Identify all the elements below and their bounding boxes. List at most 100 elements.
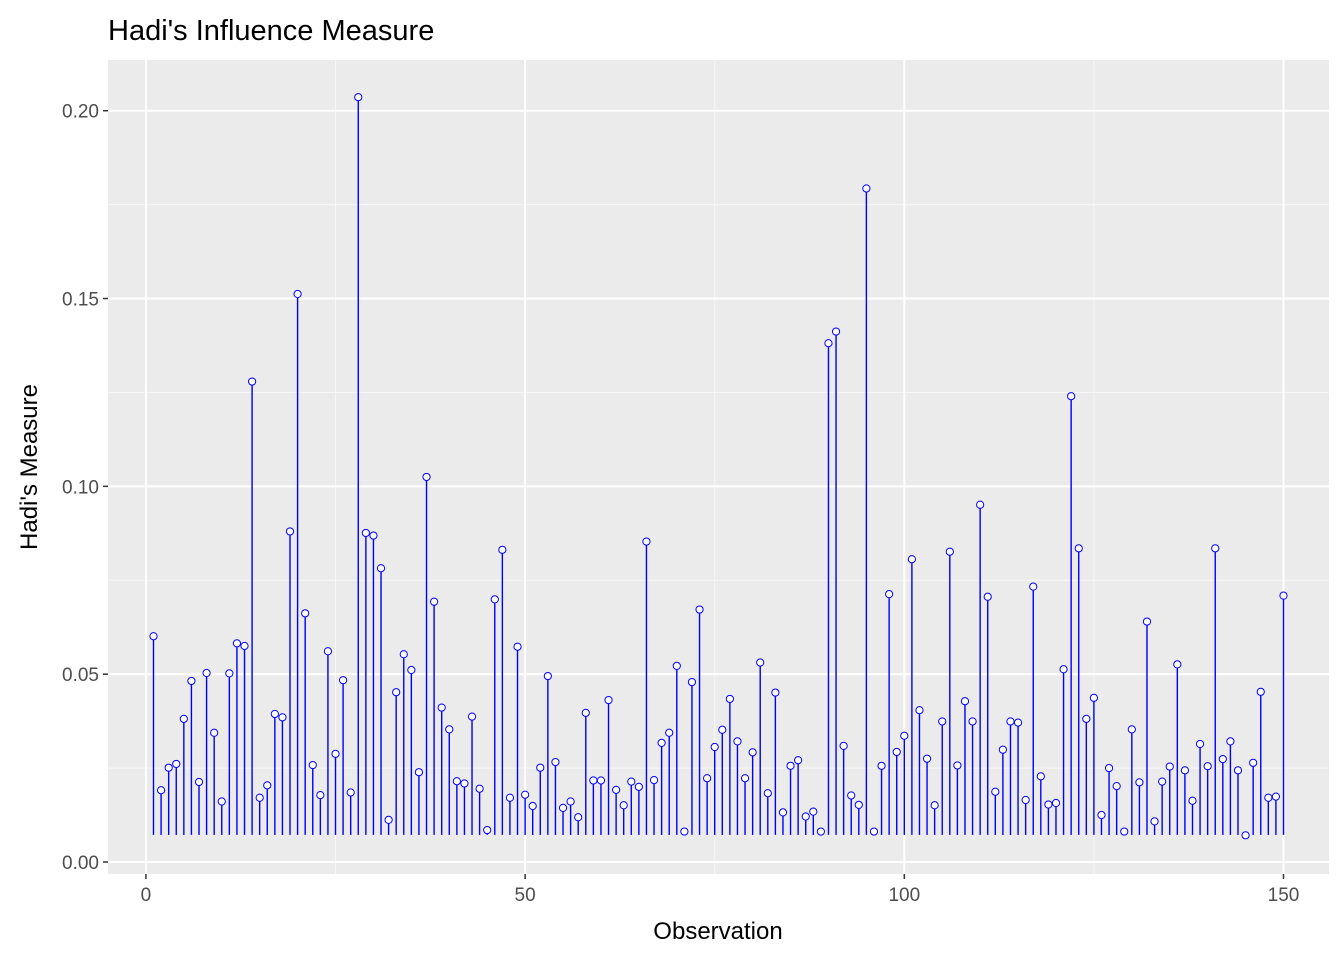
data-point: [665, 728, 674, 737]
data-point: [900, 731, 909, 740]
data-point: [680, 827, 689, 836]
data-point: [794, 756, 803, 765]
data-point: [164, 763, 173, 772]
data-point: [1067, 392, 1076, 401]
data-point: [604, 695, 613, 705]
data-point: [1158, 777, 1167, 786]
data-point: [1165, 762, 1174, 771]
data-point: [756, 658, 765, 667]
data-point: [649, 775, 659, 785]
data-point: [293, 289, 302, 299]
data-point: [149, 632, 158, 641]
data-point: [801, 812, 810, 821]
data-point: [558, 803, 568, 812]
data-point: [589, 776, 598, 785]
y-tick-label: 0.10: [62, 477, 99, 498]
data-point: [574, 813, 583, 822]
data-point: [369, 531, 378, 540]
data-point: [612, 785, 621, 794]
data-point: [733, 737, 742, 746]
data-point: [885, 590, 894, 599]
data-point: [892, 747, 901, 757]
data-point: [528, 801, 537, 811]
data-point: [521, 790, 530, 799]
y-tick-label: 0.05: [62, 665, 99, 686]
data-point: [566, 797, 575, 806]
data-point: [786, 761, 795, 770]
data-point: [1097, 810, 1106, 820]
data-point: [907, 555, 916, 564]
data-point: [854, 800, 863, 809]
data-point: [983, 592, 992, 601]
data-point: [1203, 762, 1212, 771]
data-point: [1256, 687, 1265, 696]
data-point: [414, 768, 424, 777]
data-point: [490, 595, 499, 604]
data-point: [642, 537, 651, 546]
data-point: [194, 777, 204, 787]
y-tick-label: 0.20: [62, 102, 99, 123]
data-point: [1150, 817, 1159, 826]
data-point: [301, 609, 310, 618]
data-point: [1142, 617, 1152, 626]
data-point: [816, 827, 825, 836]
data-point: [998, 745, 1007, 754]
y-axis-title: Hadi's Measure: [16, 384, 43, 550]
data-point: [748, 748, 757, 757]
data-point: [922, 754, 932, 763]
data-point: [938, 717, 947, 726]
data-point: [1135, 778, 1144, 787]
data-point: [953, 761, 962, 770]
chart-title: Hadi's Influence Measure: [108, 15, 434, 47]
data-point: [703, 774, 712, 783]
data-point: [1279, 591, 1288, 600]
data-point: [1013, 718, 1023, 727]
data-point: [991, 787, 1000, 796]
data-point: [771, 688, 780, 697]
data-point: [247, 377, 257, 386]
data-point: [437, 703, 446, 712]
data-point: [809, 807, 818, 816]
data-point: [581, 708, 590, 717]
y-axis: 0.00 0.05 0.10 0.15 0.20: [62, 102, 108, 874]
data-point: [1120, 827, 1129, 836]
data-point: [331, 749, 340, 758]
data-point: [278, 713, 287, 722]
data-point: [1241, 831, 1250, 840]
data-point: [354, 93, 363, 102]
data-point: [399, 650, 408, 659]
data-point: [384, 815, 393, 825]
data-point: [1082, 714, 1091, 723]
data-point: [824, 339, 833, 348]
data-point: [627, 777, 636, 786]
data-point: [1104, 763, 1114, 773]
data-point: [634, 782, 643, 791]
data-point: [392, 688, 401, 697]
x-axis: 0 50 100 150: [141, 874, 1299, 906]
data-point: [945, 547, 954, 556]
data-point: [308, 760, 317, 770]
data-point: [505, 793, 515, 802]
data-point: [225, 669, 234, 678]
data-point: [422, 472, 431, 482]
data-point: [1188, 796, 1197, 805]
data-point: [543, 671, 552, 681]
data-point: [430, 597, 439, 606]
data-point: [1059, 665, 1068, 674]
data-point: [346, 788, 355, 797]
data-point: [1021, 795, 1030, 805]
x-tick-label: 0: [141, 885, 152, 906]
data-point: [1173, 660, 1182, 669]
data-point: [255, 793, 264, 802]
data-point: [619, 801, 628, 810]
data-point: [960, 697, 970, 706]
data-point: [1051, 798, 1061, 808]
data-point: [407, 665, 416, 675]
data-point: [718, 725, 727, 734]
lollipop-stems: [152, 97, 1285, 836]
data-point: [657, 738, 666, 748]
data-point: [968, 717, 977, 726]
data-point: [1226, 737, 1235, 746]
